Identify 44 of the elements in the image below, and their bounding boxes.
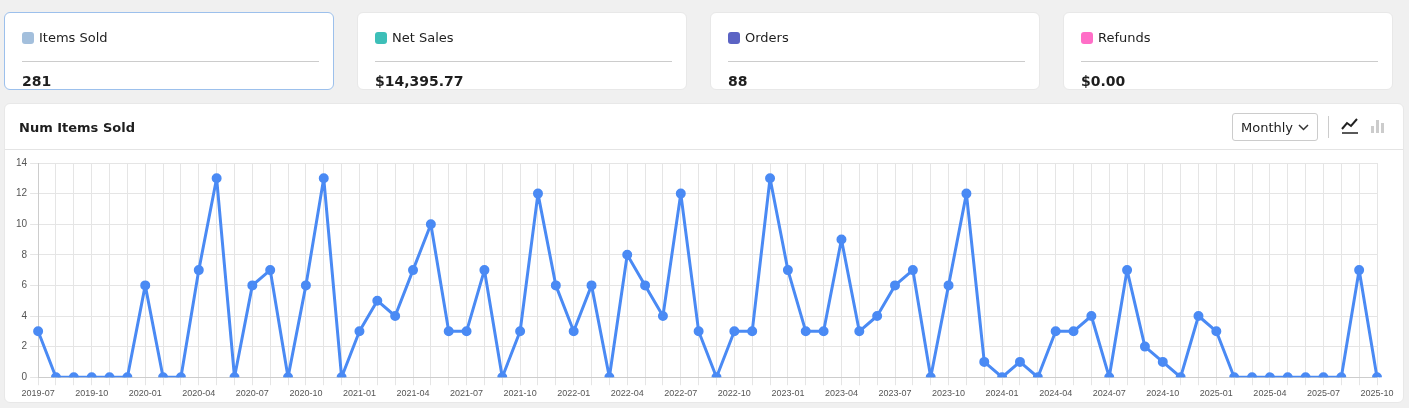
x-tick-label: 2025-01 xyxy=(1199,388,1233,399)
x-tick-label: 2024-07 xyxy=(1092,388,1126,399)
y-tick-label: 14 xyxy=(16,156,28,168)
y-tick-label: 6 xyxy=(21,279,28,291)
y-tick-label: 12 xyxy=(16,187,28,199)
y-tick-label: 0 xyxy=(21,370,28,382)
x-tick-label: 2021-10 xyxy=(503,388,537,399)
x-tick-label: 2020-07 xyxy=(235,388,269,399)
x-tick-label: 2023-01 xyxy=(771,388,805,399)
x-tick-label: 2022-07 xyxy=(664,388,698,399)
x-tick-label: 2024-01 xyxy=(985,388,1019,399)
x-tick-label: 2019-10 xyxy=(75,388,109,399)
category-label: Net Sales xyxy=(391,30,454,45)
x-tick-label: 2024-10 xyxy=(1146,388,1180,399)
text: 88 xyxy=(728,73,748,89)
x-tick-label: 2025-07 xyxy=(1306,388,1340,399)
text: Monthly xyxy=(1241,120,1294,135)
y-tick-label: 8 xyxy=(21,248,28,260)
x-tick-label: 2020-01 xyxy=(128,388,162,399)
x-tick-label: 2019-07 xyxy=(21,388,55,399)
text: $0.00 xyxy=(1081,73,1126,89)
x-tick-label: 2022-04 xyxy=(610,388,644,399)
y-tick-label: 10 xyxy=(16,217,28,229)
x-tick-label: 2023-04 xyxy=(824,388,858,399)
category-label: Refunds xyxy=(1097,30,1151,45)
x-tick-label: 2020-04 xyxy=(182,388,216,399)
x-tick-label: 2024-04 xyxy=(1039,388,1073,399)
x-tick-label: 2023-10 xyxy=(932,388,966,399)
x-tick-label: 2021-07 xyxy=(450,388,484,399)
x-tick-label: 2025-10 xyxy=(1360,388,1394,399)
category-label: Orders xyxy=(744,30,789,45)
y-tick-label: 4 xyxy=(21,309,28,321)
x-tick-label: 2021-04 xyxy=(396,388,430,399)
x-tick-label: 2025-04 xyxy=(1253,388,1287,399)
text: $14,395.77 xyxy=(375,73,464,89)
x-tick-label: 2023-07 xyxy=(878,388,912,399)
x-tick-label: 2020-10 xyxy=(289,388,323,399)
x-tick-label: 2021-01 xyxy=(342,388,376,399)
x-tick-label: 2022-01 xyxy=(557,388,591,399)
chart-title: Num Items Sold xyxy=(19,120,135,135)
x-tick-label: 2022-10 xyxy=(717,388,751,399)
y-tick-label: 2 xyxy=(21,340,28,352)
text: 281 xyxy=(22,73,52,89)
category-label: Items Sold xyxy=(38,30,108,45)
